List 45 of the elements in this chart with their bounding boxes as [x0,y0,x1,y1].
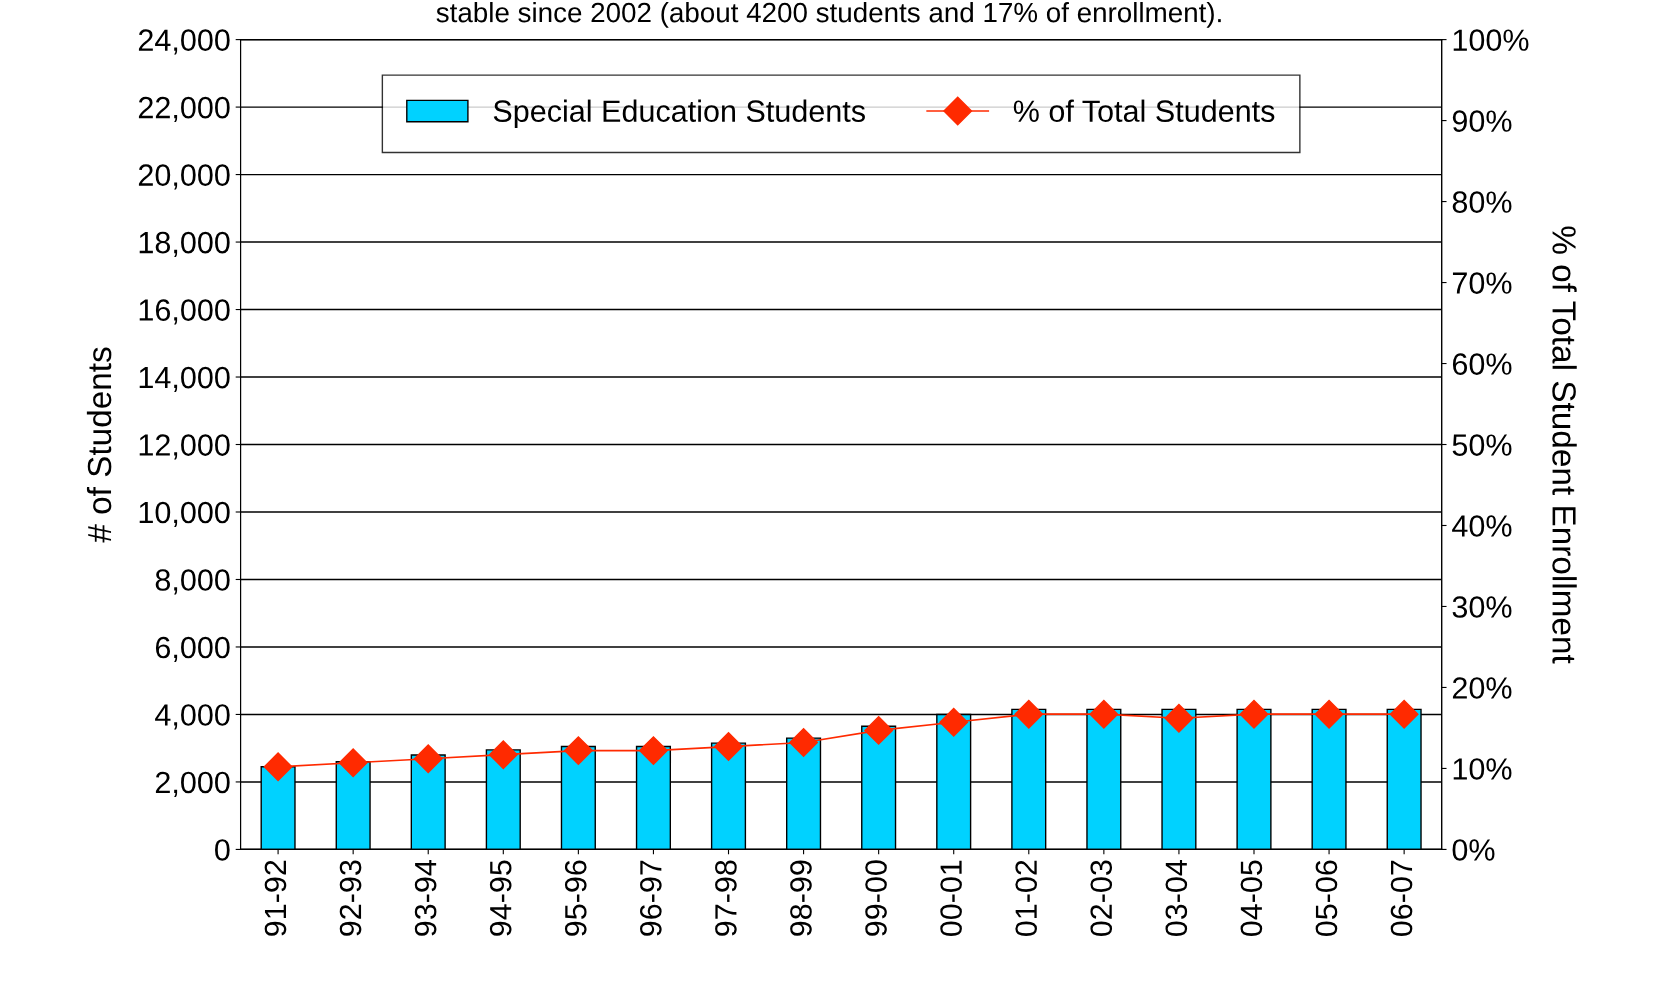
x-tick-label: 04-05 [1240,860,1263,937]
y2-tick-label: 70% [1452,272,1512,294]
x-tick-label: 03-04 [1165,860,1188,937]
y-tick-label: 14,000 [139,366,230,393]
y-tick-label: 16,000 [139,299,230,325]
y2-tick-label: 90% [1452,110,1512,132]
y2-tick-label: 100% [1453,29,1529,51]
y-tick-label: 20,000 [138,164,230,190]
y-axis-title: # of Students [86,347,112,543]
x-tick-label: 94-95 [489,860,512,936]
chart-title: stable since 2002 (about 4200 students and 17% of enrollment). [436,1,1221,28]
y2-tick-label: 10% [1453,758,1512,780]
y-tick-label: 6,000 [155,636,230,662]
x-tick-label: 95-96 [564,860,587,936]
y-tick-label: 0 [215,839,230,861]
y2-axis-title: % of Total Student Enrollment [1552,226,1577,664]
x-tick-label: 00-01 [940,860,962,937]
y2-tick-label: 50% [1452,434,1512,456]
y2-tick-label: 80% [1452,191,1512,213]
y2-tick-label: 30% [1452,596,1512,618]
x-tick-label: 96-97 [640,860,662,936]
x-tick-label: 92-93 [339,860,362,936]
x-tick-label: 05-06 [1315,860,1338,937]
y-tick-label: 10,000 [139,501,230,527]
x-tick-label: 93-94 [414,860,437,936]
x-tick-label: 91-92 [264,860,287,936]
x-tick-label: 98-99 [790,860,812,936]
y-tick-label: 12,000 [139,434,230,460]
y-tick-label: 24,000 [138,29,230,55]
y-tick-label: 2,000 [155,771,230,797]
legend-label: % of Total Students [1013,99,1275,123]
legend-label: Special Education Students [493,99,865,129]
y-tick-label: 8,000 [155,569,230,595]
y2-tick-label: 40% [1452,515,1512,537]
y2-tick-label: 20% [1452,677,1512,699]
x-tick-label: 97-98 [715,860,737,936]
x-tick-label: 01-02 [1015,860,1037,937]
y2-tick-label: 0% [1452,839,1495,861]
y-tick-label: 18,000 [139,231,230,258]
x-tick-label: 02-03 [1090,860,1113,937]
x-tick-label: 99-00 [865,860,887,936]
y-tick-label: 22,000 [138,96,230,123]
y-tick-label: 4,000 [155,704,230,730]
x-tick-label: 06-07 [1390,860,1413,937]
y2-tick-label: 60% [1452,353,1512,375]
